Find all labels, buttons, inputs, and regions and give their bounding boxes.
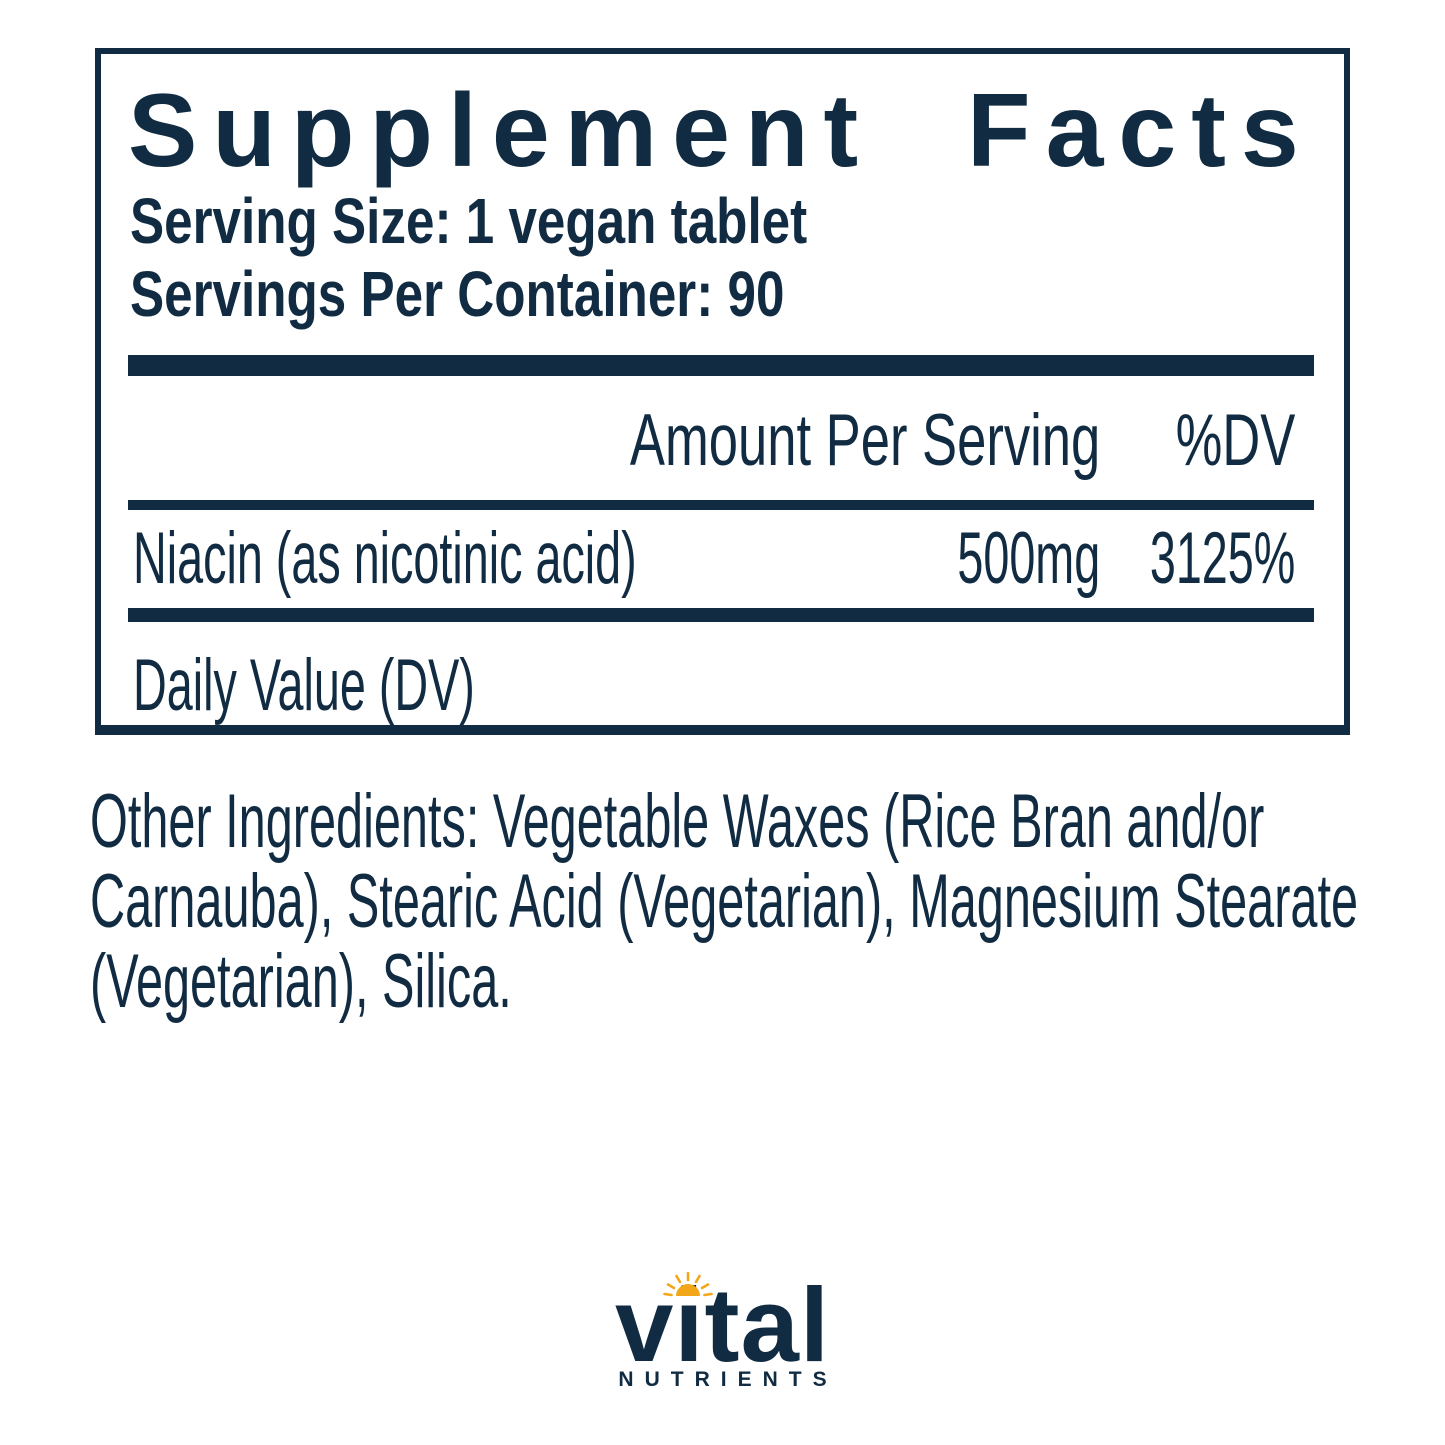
- other-ingredients-line: Carnauba), Stearic Acid (Vegetarian), Ma…: [90, 859, 1359, 944]
- column-header-dv: %DV: [1175, 400, 1295, 481]
- other-ingredients-line: Other Ingredients: Vegetable Waxes (Rice…: [90, 779, 1265, 864]
- daily-value-footnote: Daily Value (DV): [133, 645, 475, 726]
- brand-logo-subtext: NUTRIENTS: [618, 1368, 838, 1391]
- divider-thick: [128, 355, 1314, 376]
- divider-thin: [128, 500, 1314, 510]
- brand-logo-wordmark: vital: [614, 1267, 831, 1384]
- panel-title: Supplement Facts: [128, 73, 1314, 189]
- servings-per-container-line: Servings Per Container: 90: [130, 258, 785, 330]
- table-row-nutrient-dv: 3125%: [1149, 518, 1295, 599]
- other-ingredients-line: (Vegetarian), Silica.: [90, 939, 512, 1024]
- column-header-amount: Amount Per Serving: [629, 400, 1100, 481]
- divider-mid: [128, 608, 1314, 622]
- table-row-nutrient-name: Niacin (as nicotinic acid): [133, 518, 637, 599]
- serving-info: Serving Size: 1 vegan tablet Servings Pe…: [130, 185, 977, 331]
- serving-size-line: Serving Size: 1 vegan tablet: [130, 185, 808, 257]
- other-ingredients-paragraph: Other Ingredients: Vegetable Waxes (Rice…: [90, 782, 1445, 1022]
- table-row-nutrient-amount: 500mg: [957, 518, 1100, 599]
- sun-icon: [663, 1271, 713, 1297]
